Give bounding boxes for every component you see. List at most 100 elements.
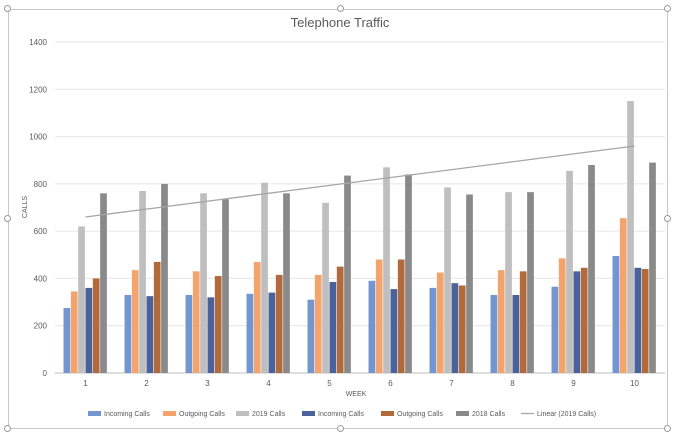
bar[interactable] (275, 274, 283, 373)
bar[interactable] (207, 297, 215, 373)
resize-handle-middle-left[interactable] (4, 215, 11, 222)
legend-label: Linear (2019 Calls) (537, 411, 596, 418)
resize-handle-middle-right[interactable] (664, 215, 671, 222)
gridlines (55, 41, 665, 374)
bar[interactable] (131, 270, 139, 373)
x-axis-ticks: 1 2 3 4 5 6 7 8 9 10 (83, 379, 639, 388)
resize-handle-bottom-center[interactable] (337, 425, 344, 432)
x-tick-label: 2 (144, 379, 149, 388)
bar[interactable] (519, 271, 527, 373)
x-tick-label: 8 (510, 379, 515, 388)
x-tick-label: 4 (266, 379, 271, 388)
bar[interactable] (344, 175, 351, 373)
bar[interactable] (336, 266, 344, 373)
resize-handle-bottom-right[interactable] (664, 425, 671, 432)
bar[interactable] (566, 170, 573, 373)
bar[interactable] (222, 199, 229, 373)
y-tick-label: 800 (34, 180, 48, 189)
resize-handle-bottom-left[interactable] (4, 425, 11, 432)
bar[interactable] (161, 183, 168, 373)
bar[interactable] (214, 276, 222, 373)
legend-label: 2018 Calls (472, 411, 506, 418)
bar[interactable] (85, 287, 93, 373)
x-tick-label: 3 (205, 379, 210, 388)
bar[interactable] (490, 294, 498, 373)
y-tick-label: 0 (43, 369, 48, 378)
y-tick-label: 1400 (29, 38, 47, 47)
legend-swatch (381, 411, 394, 416)
bar[interactable] (390, 289, 398, 373)
legend-swatch (456, 411, 469, 416)
trendline[interactable] (85, 145, 635, 218)
bar[interactable] (329, 281, 337, 373)
bar[interactable] (451, 283, 459, 373)
bar[interactable] (146, 296, 154, 373)
bar[interactable] (139, 190, 146, 373)
bar[interactable] (185, 294, 193, 373)
bar[interactable] (458, 285, 466, 373)
legend-swatch (163, 411, 176, 416)
bar[interactable] (405, 174, 412, 373)
bar[interactable] (436, 272, 444, 373)
bar[interactable] (124, 294, 132, 373)
legend-label: Outgoing Calls (397, 411, 443, 418)
bar[interactable] (322, 202, 329, 373)
chart-legend: Incoming Calls Outgoing Calls 2019 Calls In… (88, 411, 596, 418)
bar[interactable] (92, 278, 100, 373)
bar[interactable] (70, 291, 78, 373)
bar[interactable] (429, 287, 437, 373)
bar[interactable] (588, 164, 595, 373)
bar[interactable] (153, 261, 161, 373)
resize-handle-top-right[interactable] (664, 5, 671, 12)
x-tick-label: 6 (388, 379, 393, 388)
resize-handle-top-center[interactable] (337, 5, 344, 12)
bar[interactable] (314, 274, 322, 373)
bar[interactable] (619, 218, 627, 373)
bar[interactable] (253, 261, 261, 373)
bar[interactable] (383, 167, 390, 373)
trendline-group (85, 145, 635, 218)
y-axis-ticks: 0 200 400 600 800 1000 1200 1400 (29, 38, 47, 378)
bar[interactable] (580, 267, 588, 373)
legend-label: 2019 Calls (252, 411, 286, 418)
bar[interactable] (649, 162, 656, 373)
bar-series (63, 101, 656, 374)
bar[interactable] (573, 271, 581, 373)
legend-label: Outgoing Calls (179, 411, 225, 418)
bar[interactable] (397, 259, 405, 373)
bar[interactable] (512, 294, 520, 373)
bar[interactable] (466, 194, 473, 374)
legend-swatch (88, 411, 101, 416)
resize-handle-top-left[interactable] (4, 5, 11, 12)
y-tick-label: 1200 (29, 85, 47, 94)
bar[interactable] (307, 299, 315, 373)
x-tick-label: 1 (83, 379, 88, 388)
bar[interactable] (192, 271, 200, 373)
bar[interactable] (444, 187, 451, 373)
bar[interactable] (368, 280, 376, 373)
bar[interactable] (200, 193, 207, 373)
bar[interactable] (78, 226, 85, 373)
bar[interactable] (375, 259, 383, 373)
y-axis-title: CALLS (22, 196, 29, 219)
bar[interactable] (551, 286, 559, 373)
y-tick-label: 1000 (29, 133, 47, 142)
bar[interactable] (246, 293, 254, 373)
bar[interactable] (612, 255, 620, 373)
bar[interactable] (283, 193, 290, 373)
bar[interactable] (63, 307, 71, 373)
bar[interactable] (497, 270, 505, 373)
bar[interactable] (634, 267, 642, 373)
y-tick-label: 600 (34, 227, 48, 236)
y-tick-label: 400 (34, 274, 48, 283)
bar[interactable] (627, 101, 634, 374)
bar[interactable] (268, 292, 276, 373)
bar[interactable] (505, 192, 512, 373)
x-tick-label: 10 (630, 379, 639, 388)
bar[interactable] (261, 182, 268, 373)
bar[interactable] (100, 193, 107, 373)
bar[interactable] (527, 192, 534, 373)
bar[interactable] (641, 268, 649, 373)
bar[interactable] (558, 258, 566, 373)
